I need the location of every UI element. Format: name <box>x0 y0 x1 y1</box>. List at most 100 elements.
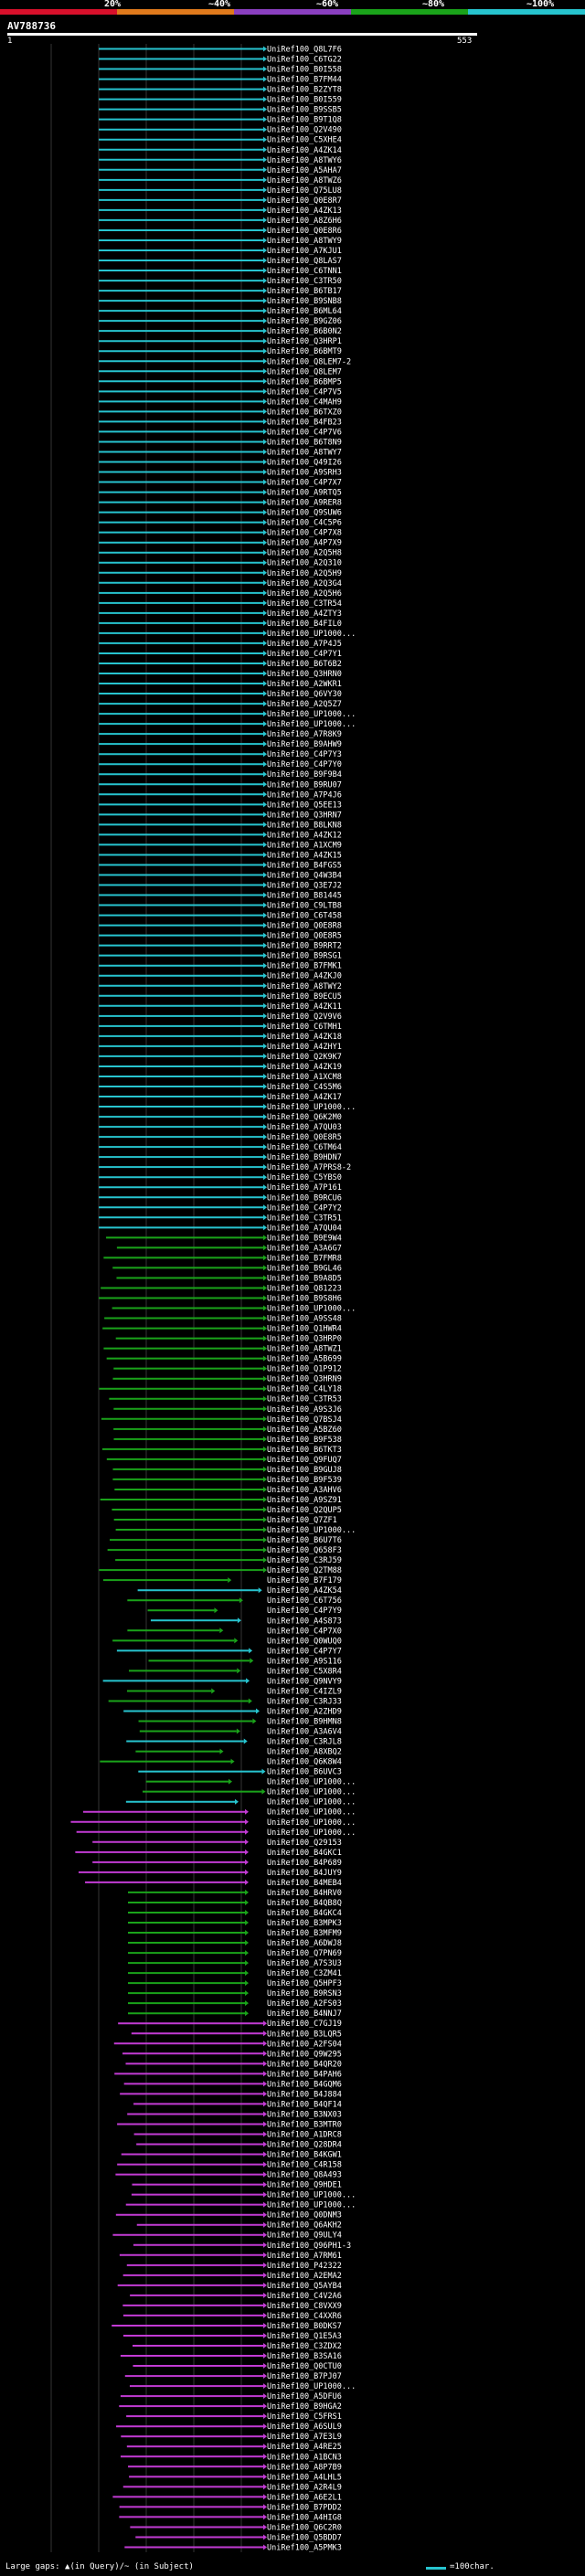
hit-row[interactable]: UniRef100_A4ZK11 <box>99 1002 342 1012</box>
hit-row[interactable]: UniRef100_A2Q5H9 <box>99 569 342 578</box>
hit-label[interactable]: UniRef100_Q6AKH2 <box>267 2221 342 2231</box>
hit-row[interactable]: UniRef100_B4MEB4 <box>85 1879 342 1888</box>
hit-row[interactable]: UniRef100_B6BMT9 <box>99 347 342 356</box>
hit-row[interactable]: UniRef100_A8P7B9 <box>128 2463 342 2472</box>
hit-row[interactable]: UniRef100_A7KJU1 <box>99 247 342 256</box>
hit-label[interactable]: UniRef100_A9S3J6 <box>267 1405 342 1415</box>
hit-row[interactable]: UniRef100_A9SZ91 <box>100 1496 342 1505</box>
hit-label[interactable]: UniRef100_C8VXX9 <box>267 2302 342 2311</box>
hit-label[interactable]: UniRef100_B81445 <box>267 892 342 901</box>
hit-label[interactable]: UniRef100_A7R8K9 <box>267 730 342 739</box>
hit-row[interactable]: UniRef100_UP1000... <box>99 720 356 729</box>
hit-row[interactable]: UniRef100_B4KGW1 <box>121 2151 342 2160</box>
hit-row[interactable]: UniRef100_A9SS48 <box>104 1315 342 1324</box>
hit-label[interactable]: UniRef100_A7S3U3 <box>267 1959 342 1968</box>
hit-label[interactable]: UniRef100_Q9W295 <box>267 2050 342 2059</box>
hit-row[interactable]: UniRef100_A8TWY6 <box>99 156 342 165</box>
hit-label[interactable]: UniRef100_C4P7Y9 <box>267 1606 342 1616</box>
hit-row[interactable]: UniRef100_C3TR51 <box>99 1214 342 1223</box>
hit-label[interactable]: UniRef100_A4ZKJ0 <box>267 972 342 981</box>
hit-row[interactable]: UniRef100_B4FIL0 <box>99 620 342 629</box>
hit-label[interactable]: UniRef100_B3LQR5 <box>267 2030 342 2039</box>
hit-label[interactable]: UniRef100_A8P7B9 <box>267 2463 342 2472</box>
hit-label[interactable]: UniRef100_A7KJU1 <box>267 247 342 256</box>
hit-row[interactable]: UniRef100_B3MPK3 <box>128 1919 342 1928</box>
hit-label[interactable]: UniRef100_C3TR53 <box>267 1395 342 1405</box>
hit-label[interactable]: UniRef100_B9F539 <box>267 1476 342 1485</box>
hit-row[interactable]: UniRef100_C6TG22 <box>99 56 342 65</box>
hit-row[interactable]: UniRef100_B6TB17 <box>99 287 342 296</box>
hit-label[interactable]: UniRef100_B4GQM6 <box>267 2080 342 2089</box>
hit-row[interactable]: UniRef100_C5XHE4 <box>99 136 342 145</box>
hit-label[interactable]: UniRef100_B3MTR0 <box>267 2120 342 2129</box>
hit-label[interactable]: UniRef100_B4QB8Q <box>267 1899 342 1908</box>
hit-row[interactable]: UniRef100_UP1000... <box>125 2201 356 2210</box>
hit-row[interactable]: UniRef100_Q9W295 <box>122 2050 342 2059</box>
hit-label[interactable]: UniRef100_C3ZM41 <box>267 1969 342 1978</box>
hit-row[interactable]: UniRef100_B81445 <box>99 892 342 901</box>
hit-label[interactable]: UniRef100_B9F538 <box>267 1436 342 1445</box>
hit-label[interactable]: UniRef100_Q8L7F6 <box>267 46 342 55</box>
hit-label[interactable]: UniRef100_B9HMN8 <box>267 1718 342 1727</box>
hit-row[interactable]: UniRef100_Q0DNM3 <box>115 2211 342 2221</box>
hit-row[interactable]: UniRef100_A5BZ60 <box>113 1426 342 1435</box>
hit-label[interactable]: UniRef100_A1XCM8 <box>267 1073 342 1082</box>
hit-label[interactable]: UniRef100_A6DWJ8 <box>267 1939 342 1948</box>
hit-label[interactable]: UniRef100_C6TNN1 <box>267 267 342 276</box>
hit-row[interactable]: UniRef100_Q8A493 <box>115 2171 342 2180</box>
hit-row[interactable]: UniRef100_C3RJ33 <box>108 1697 342 1706</box>
hit-label[interactable]: UniRef100_Q3HRN9 <box>267 1375 342 1384</box>
hit-label[interactable]: UniRef100_A5BZ60 <box>267 1426 342 1435</box>
hit-row[interactable]: UniRef100_Q9HDE1 <box>132 2181 342 2190</box>
hit-label[interactable]: UniRef100_B4QR20 <box>267 2060 342 2069</box>
hit-row[interactable]: UniRef100_B9E9W4 <box>106 1234 342 1243</box>
hit-row[interactable]: UniRef100_C6TMH1 <box>99 1023 342 1032</box>
hit-label[interactable]: UniRef100_A7P161 <box>267 1183 342 1193</box>
hit-label[interactable]: UniRef100_C6T756 <box>267 1596 342 1606</box>
hit-label[interactable]: UniRef100_Q5HPF3 <box>267 1979 342 1988</box>
hit-label[interactable]: UniRef100_C9LTB8 <box>267 902 342 911</box>
hit-label[interactable]: UniRef100_A9SZ91 <box>267 1496 342 1505</box>
hit-row[interactable]: UniRef100_Q0CTU0 <box>133 2362 342 2371</box>
hit-row[interactable]: UniRef100_A7P4J6 <box>99 790 342 800</box>
hit-label[interactable]: UniRef100_Q7PN69 <box>267 1949 342 1958</box>
hit-label[interactable]: UniRef100_A2Q310 <box>267 559 342 568</box>
hit-label[interactable]: UniRef100_C4MAH9 <box>267 398 342 407</box>
hit-row[interactable]: UniRef100_P42322 <box>126 2262 342 2271</box>
hit-label[interactable]: UniRef100_C4P7Y7 <box>267 1647 342 1656</box>
hit-row[interactable]: UniRef100_B4QF14 <box>133 2100 342 2109</box>
hit-row[interactable]: UniRef100_Q3HRN0 <box>99 670 342 679</box>
hit-row[interactable]: UniRef100_C9LTB8 <box>99 902 342 911</box>
hit-row[interactable]: UniRef100_B4NNJ7 <box>128 2009 342 2019</box>
hit-label[interactable]: UniRef100_B4P689 <box>267 1859 342 1868</box>
hit-row[interactable]: UniRef100_C4P7Y2 <box>99 1203 342 1213</box>
hit-label[interactable]: UniRef100_A6SUL9 <box>267 2422 342 2432</box>
hit-label[interactable]: UniRef100_Q29153 <box>267 1839 342 1848</box>
hit-row[interactable]: UniRef100_Q7PN69 <box>128 1949 342 1958</box>
hit-row[interactable]: UniRef100_A9RER8 <box>99 499 342 508</box>
hit-row[interactable]: UniRef100_A7S3U3 <box>128 1959 342 1968</box>
hit-label[interactable]: UniRef100_UP1000... <box>267 1818 356 1828</box>
hit-label[interactable]: UniRef100_C3TR50 <box>267 277 342 286</box>
hit-label[interactable]: UniRef100_B9GZ06 <box>267 317 342 326</box>
hit-label[interactable]: UniRef100_A7P4J5 <box>267 640 342 649</box>
hit-row[interactable]: UniRef100_Q5HPF3 <box>128 1979 342 1988</box>
hit-label[interactable]: UniRef100_Q9FUQ7 <box>267 1456 342 1465</box>
hit-row[interactable]: UniRef100_A4ZK15 <box>99 851 342 860</box>
hit-row[interactable]: UniRef100_C4P7Y3 <box>99 750 342 759</box>
hit-label[interactable]: UniRef100_A6E2L1 <box>267 2493 342 2502</box>
hit-label[interactable]: UniRef100_UP1000... <box>267 710 356 719</box>
hit-row[interactable]: UniRef100_A7P161 <box>99 1183 342 1193</box>
hit-label[interactable]: UniRef100_Q96PH1-3 <box>267 2242 351 2251</box>
hit-row[interactable]: UniRef100_UP1000... <box>145 1778 356 1787</box>
hit-label[interactable]: UniRef100_B4GKC1 <box>267 1849 342 1858</box>
hit-row[interactable]: UniRef100_C3ZDX2 <box>133 2342 342 2351</box>
hit-label[interactable]: UniRef100_A8TWY9 <box>267 237 342 246</box>
hit-row[interactable]: UniRef100_Q658F3 <box>107 1546 342 1555</box>
hit-label[interactable]: UniRef100_A8TWY2 <box>267 982 342 991</box>
hit-label[interactable]: UniRef100_Q0WUQ0 <box>267 1637 342 1646</box>
hit-row[interactable]: UniRef100_B9RRT2 <box>99 942 342 951</box>
hit-row[interactable]: UniRef100_C4P7X7 <box>99 479 342 488</box>
hit-label[interactable]: UniRef100_C4S5M6 <box>267 1083 342 1092</box>
hit-label[interactable]: UniRef100_B7PDD2 <box>267 2503 342 2512</box>
